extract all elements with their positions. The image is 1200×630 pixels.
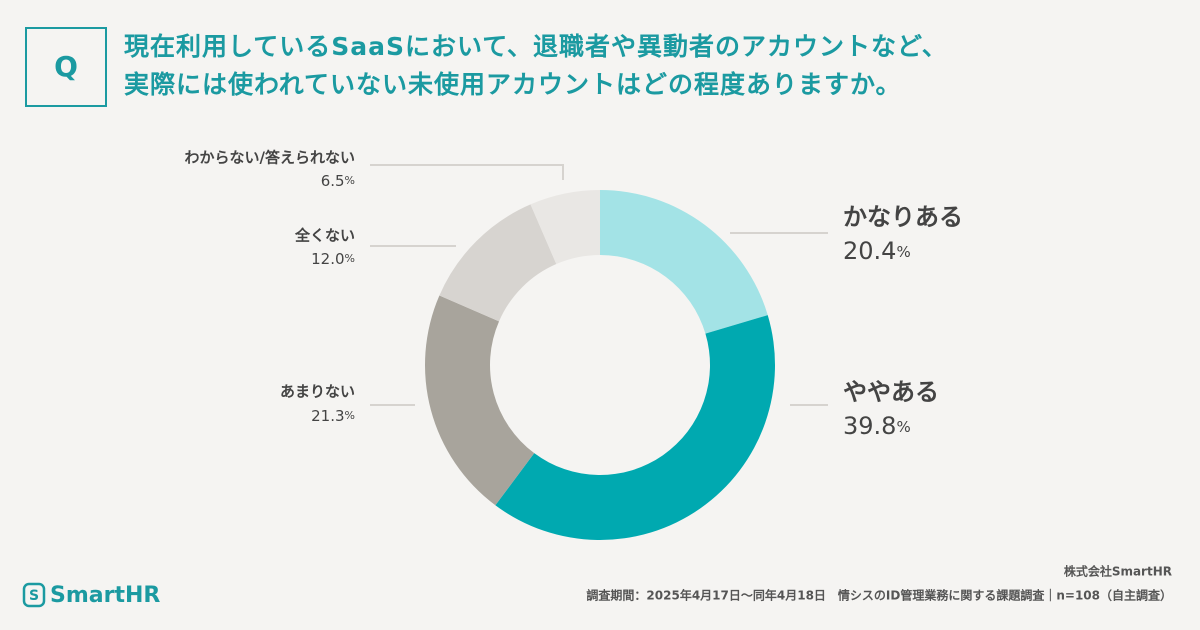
value-label: 21.3% [311, 407, 355, 425]
category-label: あまりない [280, 383, 355, 401]
survey-note: 調査期間：2025年4月17日〜同年4月18日 情シスのID管理業務に関する課題… [586, 588, 1172, 603]
donut-chart: かなりある 20.4% ややある 39.8% あまりない 21.3% 全くない 12.0% わか… [185, 149, 963, 540]
donut-slice [439, 204, 557, 322]
value-label: 20.4% [843, 237, 911, 265]
category-label: 全くない [294, 227, 355, 245]
leader-line [370, 164, 564, 180]
value-label: 12.0% [311, 250, 355, 268]
value-label: 39.8% [843, 412, 911, 440]
donut-slice [530, 190, 600, 265]
company: 株式会社SmartHR [1064, 564, 1172, 579]
q-box [25, 27, 107, 107]
donut-slice [425, 295, 535, 506]
donut-slice [495, 315, 775, 540]
category-label: ややある [843, 378, 939, 406]
question-line: 現在利用しているSaaSにおいて、退職者や異動者のアカウントなど、 [124, 32, 948, 61]
category-label: わからない/答えられない [185, 149, 355, 167]
logo-icon-s: S [29, 588, 39, 604]
donut-slice [600, 190, 768, 334]
q-mark: Q [54, 50, 78, 83]
value-label: 6.5% [321, 172, 355, 190]
logo: SmartHR [50, 583, 160, 608]
category-label: かなりある [843, 203, 963, 231]
logo-icon [22, 582, 46, 608]
question-line: 実際には使われていない未使用アカウントはどの程度ありますか。 [124, 70, 902, 99]
